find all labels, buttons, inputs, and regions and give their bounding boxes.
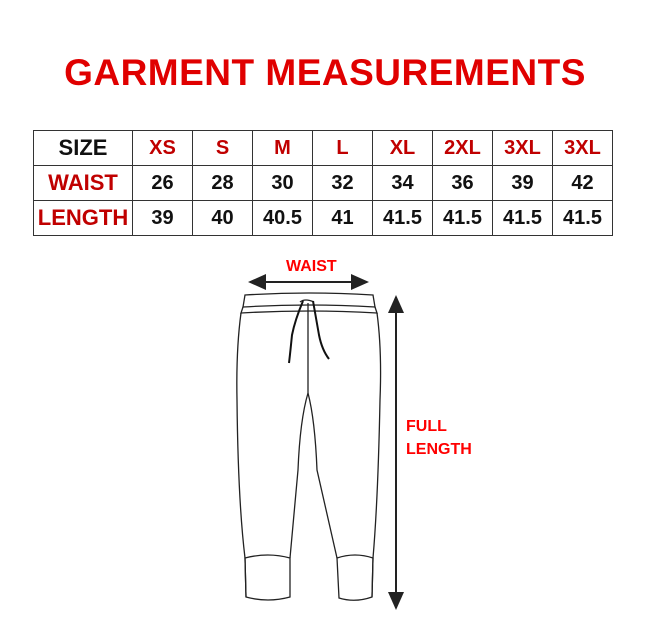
table-cell: 34 [372,165,433,201]
table-cell: S [192,130,253,166]
page-title: GARMENT MEASUREMENTS [64,52,586,93]
table-cell: 40 [192,200,253,236]
table-cell: 3XL [552,130,613,166]
table-cell: 41.5 [432,200,493,236]
row-header: LENGTH [33,200,133,236]
table-cell: 40.5 [252,200,313,236]
table-cell: XL [372,130,433,166]
table-cell: 41 [312,200,373,236]
table-row-size: SIZE XS S M L XL 2XL 3XL 3XL [33,130,613,166]
table-cell: 41.5 [372,200,433,236]
row-header: WAIST [33,165,133,201]
pants-outline [236,292,382,601]
full-length-label-line1: FULL [406,418,447,435]
size-table: SIZE XS S M L XL 2XL 3XL 3XL WAIST 26 28… [33,130,613,236]
table-cell: 39 [132,200,193,236]
row-header: SIZE [33,130,133,166]
table-cell: 41.5 [552,200,613,236]
table-row-waist: WAIST 26 28 30 32 34 36 39 42 [33,165,613,201]
full-length-label-line2: LENGTH [406,441,472,458]
table-row-length: LENGTH 39 40 40.5 41 41.5 41.5 41.5 41.5 [33,200,613,236]
table-cell: 36 [432,165,493,201]
drawstring-icon [288,300,330,364]
table-cell: 30 [252,165,313,201]
waist-label: WAIST [286,258,337,275]
table-cell: 39 [492,165,553,201]
table-cell: 26 [132,165,193,201]
table-cell: 41.5 [492,200,553,236]
